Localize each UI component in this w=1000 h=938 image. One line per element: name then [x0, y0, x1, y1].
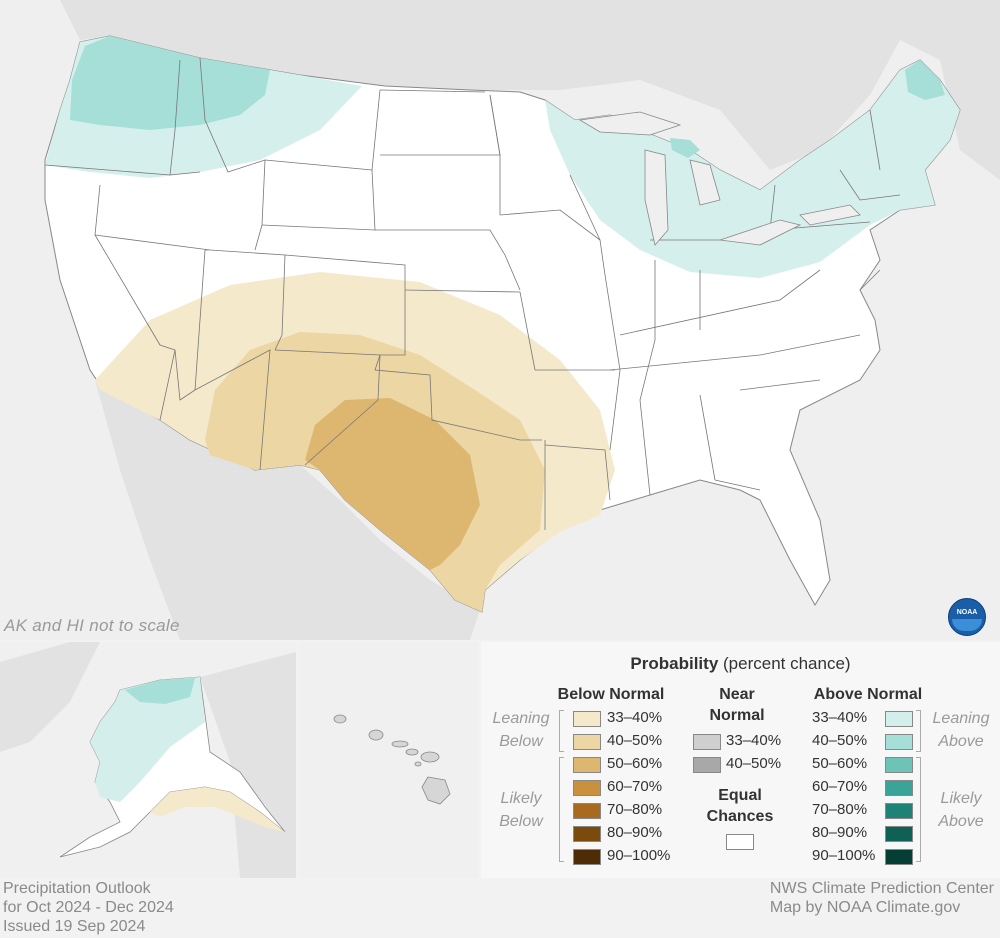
state-borders [44, 57, 901, 530]
above-label: 50–60% [812, 755, 868, 772]
above-swatch [885, 711, 913, 727]
above-label: 60–70% [812, 778, 868, 795]
above-normal-header: Above Normal [813, 686, 923, 703]
above-label: 70–80% [812, 801, 868, 818]
above-swatch [885, 757, 913, 773]
leaning-above-1: Leaning [932, 710, 990, 727]
leaning-above-2: Above [938, 733, 984, 750]
above-swatch [885, 826, 913, 842]
above-40-50-michigan [670, 138, 700, 158]
below-label: 80–90% [607, 824, 663, 841]
noaa-logo: NOAA [948, 598, 986, 636]
hawaii-islands [333, 714, 451, 805]
noaa-logo-text: NOAA [956, 609, 978, 616]
bracket-leaning-below [559, 710, 564, 752]
near-swatch [693, 734, 721, 750]
great-lakes [578, 111, 861, 246]
near-normal-header: Near Normal [681, 684, 793, 726]
above-swatch [885, 849, 913, 865]
below-swatch [573, 780, 601, 796]
below-swatch [573, 803, 601, 819]
footer-issued: Issued 19 Sep 2024 [3, 918, 146, 935]
conus-map: NOAA AK and HI not to scale [4, 0, 1000, 640]
footer-title: Precipitation Outlook [3, 880, 151, 897]
legend: Probability (percent chance) Below Norma… [481, 642, 1000, 878]
noaa-logo-wave [952, 619, 982, 631]
below-swatch [573, 711, 601, 727]
footer-period: for Oct 2024 - Dec 2024 [3, 899, 174, 916]
footer-left: Precipitation Outlook for Oct 2024 - Dec… [3, 879, 174, 936]
below-swatch [573, 849, 601, 865]
below-label: 40–50% [607, 732, 663, 749]
equal-chances-1: Equal [718, 787, 762, 804]
footer-credit-map: Map by NOAA Climate.gov [769, 899, 961, 916]
below-swatch [573, 734, 601, 750]
equal-chances-header: Equal Chances [681, 785, 799, 827]
near-label: 40–50% [726, 755, 782, 772]
leaning-above-label: Leaning Above [921, 707, 1000, 753]
bracket-likely-below [559, 757, 564, 862]
likely-above-label: Likely Above [921, 787, 1000, 833]
above-label: 40–50% [812, 732, 868, 749]
near-normal-header-1: Near [719, 686, 755, 703]
footer-credit-cpc: NWS Climate Prediction Center [769, 880, 994, 897]
near-label: 33–40% [726, 732, 782, 749]
above-40-50-northwest [70, 36, 270, 130]
legend-title-bold: Probability [630, 654, 719, 673]
below-label: 33–40% [607, 709, 663, 726]
below-label: 50–60% [607, 755, 663, 772]
legend-title: Probability (percent chance) [481, 654, 1000, 674]
likely-above-1: Likely [940, 790, 982, 807]
ak-above-40-50 [125, 678, 195, 704]
above-label: 33–40% [812, 709, 868, 726]
equal-chances-swatch [726, 834, 754, 850]
alaska-svg [0, 642, 296, 878]
near-swatch [693, 757, 721, 773]
likely-above-2: Above [938, 813, 984, 830]
below-swatch [573, 826, 601, 842]
above-swatch [885, 734, 913, 750]
equal-chances-2: Chances [706, 808, 774, 825]
hawaii-svg [333, 714, 451, 805]
below-swatch [573, 757, 601, 773]
leaning-below-1: Leaning [492, 710, 550, 727]
mexico-land [95, 380, 480, 640]
below-label: 70–80% [607, 801, 663, 818]
scale-note: AK and HI not to scale [4, 616, 180, 635]
legend-title-rest: (percent chance) [718, 654, 851, 673]
below-50-60-west-tx [305, 398, 480, 570]
below-label: 90–100% [607, 847, 671, 864]
leaning-below-label: Leaning Below [481, 707, 561, 753]
above-40-50-maine [905, 60, 945, 100]
above-swatch [885, 780, 913, 796]
above-label: 80–90% [812, 824, 868, 841]
bracket-likely-above [916, 757, 921, 862]
likely-below-2: Below [499, 813, 543, 830]
below-normal-header: Below Normal [557, 686, 665, 703]
below-label: 60–70% [607, 778, 663, 795]
above-swatch [885, 803, 913, 819]
footer-right: NWS Climate Prediction Center Map by NOA… [770, 879, 994, 917]
likely-below-label: Likely Below [481, 787, 561, 833]
leaning-below-2: Below [499, 733, 543, 750]
russia-land [0, 642, 100, 752]
alaska-inset [0, 642, 296, 878]
near-normal-header-2: Normal [709, 707, 765, 724]
conus-map-svg [44, 0, 1000, 640]
hawaii-inset [300, 642, 478, 878]
above-label: 90–100% [812, 847, 876, 864]
likely-below-1: Likely [500, 790, 542, 807]
ak-below-33-40 [150, 787, 285, 832]
bracket-leaning-above [916, 710, 921, 752]
ak-above-33-40 [90, 677, 205, 802]
canada-land [60, 0, 1000, 180]
